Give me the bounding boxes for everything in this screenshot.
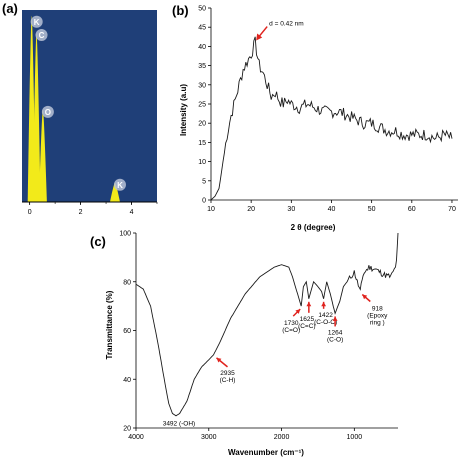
xrd-x-tick-label: 10 (207, 206, 215, 213)
eds-x-tick-label: 0 (28, 209, 32, 216)
ftir-spectrum-line (135, 232, 399, 417)
ftir-annotation-label: 1625 (300, 316, 315, 323)
ftir-annotation-label: 3492 (-OH) (163, 420, 196, 427)
ftir-annotation-label: (C=O) (282, 327, 300, 334)
eds-peak-label: C (39, 31, 45, 40)
ftir-annotation-arrowhead (216, 357, 222, 363)
xrd-y-tick-label: 5 (202, 178, 206, 185)
xrd-x-tick-label: 40 (328, 206, 336, 213)
ftir-y-tick-label: 40 (123, 377, 131, 384)
xrd-pattern-line (210, 36, 453, 201)
eds-peak-marker (35, 29, 48, 42)
xrd-x-tick-label: 30 (287, 206, 295, 213)
panel-c-ylabel: Transmittance (%) (105, 290, 114, 359)
ftir-y-tick-label: 80 (123, 279, 131, 286)
ftir-annotation-label: 918 (372, 306, 383, 313)
panel-c-ftir-chart: 20 40 60 80 100 4000 3000 2000 1000 3492 (-OH) 293… (119, 231, 399, 441)
ftir-y-tick-label: 20 (123, 426, 131, 433)
ftir-annotation-arrowhead (362, 294, 368, 300)
ftir-annotation-arrowhead (332, 316, 338, 321)
panel-c-xlabel: Wavenumber (cm⁻¹) (228, 448, 304, 457)
ftir-x-tick-label: 4000 (128, 434, 144, 441)
ftir-annotation-label: 1422 (318, 312, 333, 319)
ftir-annotation-label: (C-O) (327, 336, 343, 343)
panel-c-letter: (c) (90, 234, 106, 249)
eds-peak-label: K (34, 18, 40, 27)
eds-x-tick-label: 4 (130, 209, 134, 216)
eds-peak-label: O (45, 108, 51, 117)
ftir-x-tick-label: 1000 (347, 434, 363, 441)
xrd-y-tick-label: 35 (198, 63, 206, 70)
xrd-y-tick-label: 50 (198, 6, 206, 13)
ftir-annotation-arrowhead (306, 301, 312, 307)
xrd-y-tick-label: 20 (198, 121, 206, 128)
eds-peak (38, 109, 47, 202)
eds-peak (32, 33, 41, 202)
ftir-annotation-label: (C-H) (220, 377, 236, 384)
xrd-x-tick-label: 70 (448, 206, 456, 213)
eds-peak-marker (113, 178, 126, 191)
xrd-y-tick-label: 15 (198, 140, 206, 147)
eds-peak-marker (30, 15, 43, 28)
xrd-y-tick-label: 30 (198, 82, 206, 89)
ftir-annotation-arrowhead (321, 301, 327, 307)
eds-peak-marker (41, 105, 54, 118)
xrd-y-tick-label: 10 (198, 159, 206, 166)
eds-peak-label: K (117, 181, 123, 190)
panel-a-letter: (a) (2, 1, 18, 16)
xrd-y-tick-label: 25 (198, 102, 206, 109)
panel-b-xrd-chart: 0 5 10 15 20 25 30 35 40 45 50 10 20 30 40 50 60 70 d = 0.… (198, 6, 458, 213)
xrd-x-tick-label: 20 (247, 206, 255, 213)
ftir-x-tick-label: 3000 (201, 434, 217, 441)
eds-x-tick-label: 2 (79, 209, 83, 216)
ftir-annotation-label: 1264 (328, 329, 343, 336)
xrd-x-tick-label: 60 (408, 206, 416, 213)
ftir-annotation-label: 1730 (284, 320, 299, 327)
xrd-y-tick-label: 40 (198, 44, 206, 51)
xrd-annotation-arrowhead (256, 33, 263, 41)
eds-peak (109, 182, 120, 202)
xrd-annotation-label: d = 0.42 nm (269, 21, 304, 28)
xrd-y-tick-label: 45 (198, 25, 206, 32)
ftir-annotation-arrowhead (295, 309, 301, 314)
ftir-annotation-label: 2935 (220, 370, 235, 377)
panel-b-ylabel: Intensity (a.u) (179, 84, 188, 136)
xrd-x-tick-label: 50 (368, 206, 376, 213)
ftir-annotation-label: (C-O-C) (314, 319, 337, 326)
panel-b-letter: (b) (172, 3, 189, 18)
ftir-annotation-label: (C=C) (298, 323, 316, 330)
ftir-y-tick-label: 100 (119, 231, 131, 238)
xrd-y-tick-label: 0 (202, 198, 206, 205)
ftir-y-tick-label: 60 (123, 328, 131, 335)
panel-b-xlabel: 2 θ (degree) (291, 223, 336, 232)
ftir-x-tick-label: 2000 (274, 434, 290, 441)
ftir-annotation-label: (Epoxy (367, 313, 388, 320)
ftir-annotation-label: ring ) (370, 320, 385, 327)
